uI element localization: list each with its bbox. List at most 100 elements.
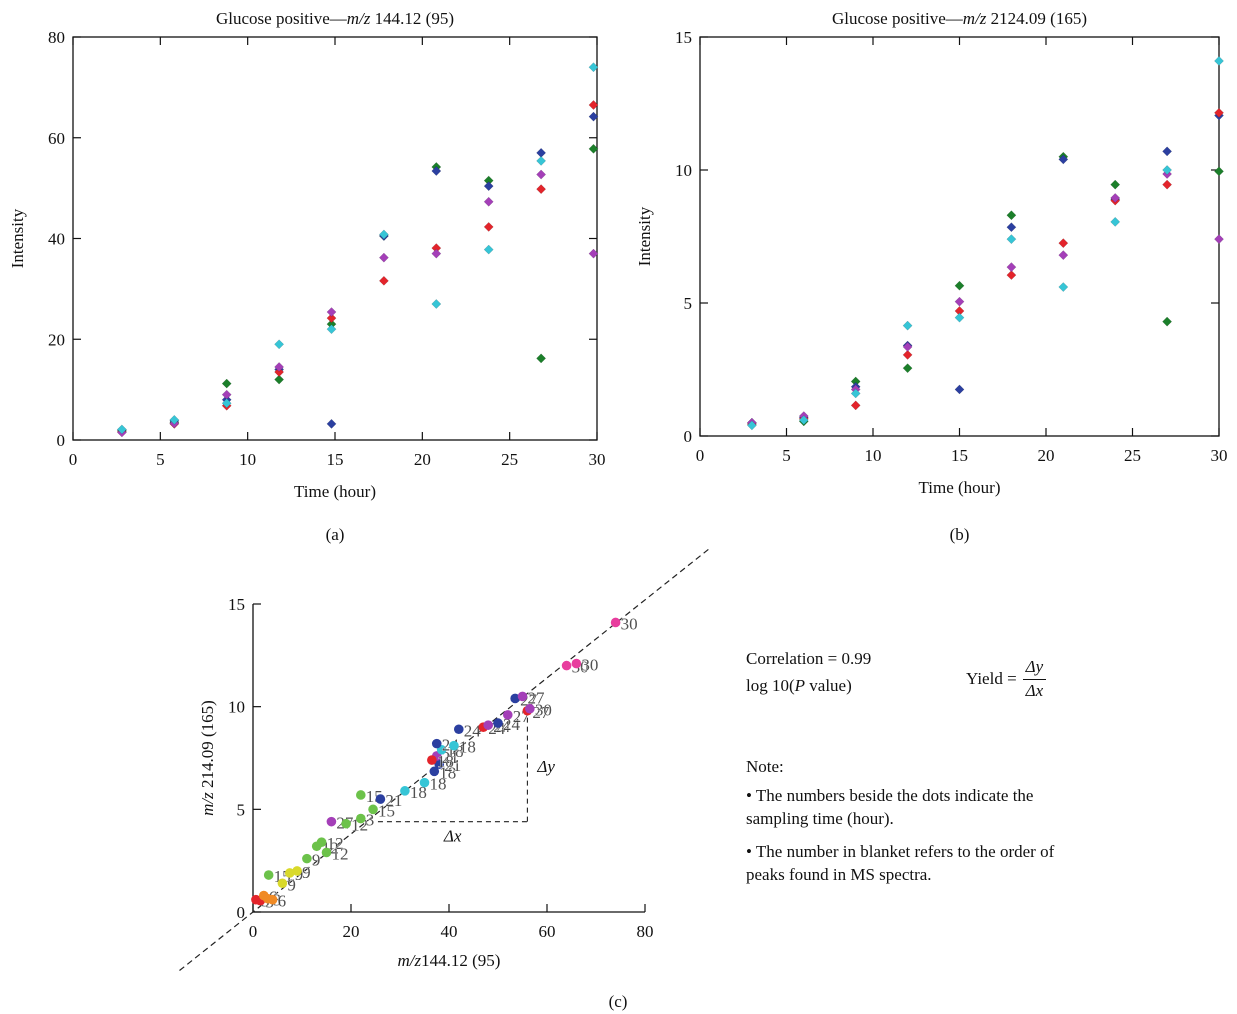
- data-point: [221, 378, 232, 389]
- data-point: [284, 868, 295, 878]
- yield-numerator: Δy: [1022, 656, 1047, 680]
- x-axis-label: m/z144.12 (95): [398, 951, 501, 970]
- x-tick-label: 25: [1124, 446, 1141, 465]
- data-point: [510, 693, 520, 704]
- x-axis-label: Time (hour): [918, 478, 1000, 497]
- data-point: [1110, 192, 1121, 203]
- note-block: Note: • The numbers beside the dots indi…: [746, 756, 1076, 887]
- data-point: [1162, 165, 1173, 175]
- chart-title: Glucose positive—m/z 2124.09 (165): [832, 9, 1087, 28]
- x-tick-label: 10: [865, 446, 882, 465]
- data-point: [277, 878, 288, 889]
- data-point: [378, 275, 389, 286]
- data-point: [1006, 234, 1017, 245]
- data-point: [1162, 316, 1173, 327]
- y-tick-label: 20: [48, 330, 65, 349]
- x-tick-label: 15: [951, 446, 968, 465]
- data-point: [483, 181, 494, 192]
- x-tick-label: 5: [782, 446, 791, 465]
- data-point: [1214, 166, 1224, 177]
- x-tick-label: 40: [441, 922, 458, 941]
- point-label: 21: [442, 748, 459, 767]
- point-label: 21: [385, 791, 402, 810]
- data-point: [267, 894, 278, 905]
- data-point: [1058, 250, 1069, 261]
- data-point: [902, 363, 913, 374]
- y-tick-label: 0: [57, 431, 66, 450]
- data-point: [503, 710, 513, 720]
- data-point: [517, 691, 528, 702]
- y-tick-label: 60: [48, 129, 65, 148]
- point-label: 18: [430, 775, 447, 794]
- data-point: [1214, 107, 1224, 118]
- data-point: [588, 248, 599, 259]
- data-point: [610, 617, 621, 628]
- data-point: [588, 111, 599, 122]
- x-tick-label: 0: [69, 450, 78, 469]
- yield-denominator: Δx: [1025, 680, 1044, 700]
- yield-fraction: Δy Δx: [1022, 656, 1047, 703]
- data-point: [746, 420, 757, 431]
- data-point: [1006, 270, 1017, 281]
- plot-frame: [699, 36, 1220, 437]
- panel-label: (a): [326, 525, 345, 544]
- data-point: [1110, 216, 1121, 227]
- y-tick-label: 15: [228, 595, 245, 614]
- data-point: [483, 221, 494, 232]
- data-point: [954, 296, 965, 307]
- data-point: [571, 658, 582, 669]
- panel-c: 020406080051015ΔxΔy336361599991212122712…: [179, 548, 710, 1011]
- point-label: 9: [287, 875, 296, 894]
- data-point: [375, 794, 386, 804]
- y-tick-label: 80: [48, 28, 65, 47]
- data-point: [400, 786, 410, 796]
- data-point: [449, 740, 459, 751]
- data-point: [1162, 179, 1173, 190]
- x-tick-label: 0: [696, 446, 705, 465]
- data-point: [454, 724, 464, 735]
- panel-a: 0 5 10 15 20 25 30 0 20 40 60 80 Glucose positive—m/…: [8, 9, 606, 544]
- yield-label: Yield =: [966, 668, 1017, 688]
- x-tick-label: 25: [501, 450, 518, 469]
- data-point: [431, 248, 442, 259]
- point-label: 3: [366, 811, 375, 830]
- data-point: [954, 280, 965, 291]
- panel-b: 0 5 10 15 20 25 30 0 5 10 15 Glucose positive—m/z 2…: [635, 9, 1228, 544]
- x-tick-label: 30: [589, 450, 606, 469]
- data-point: [536, 169, 547, 180]
- point-label: 30: [535, 701, 552, 720]
- data-point: [326, 816, 337, 827]
- data-point: [525, 703, 535, 714]
- data-point: [326, 418, 337, 429]
- y-tick-label: 15: [675, 28, 692, 47]
- data-point: [434, 759, 445, 769]
- point-label: 9: [312, 851, 321, 870]
- data-point: [316, 837, 327, 847]
- data-point: [169, 414, 180, 425]
- point-label: 6: [278, 892, 287, 911]
- delta-x-label: Δx: [443, 827, 462, 846]
- data-point: [1006, 210, 1017, 221]
- data-point: [431, 299, 442, 309]
- data-point: [1110, 179, 1121, 190]
- data-point: [561, 660, 572, 671]
- data-point: [302, 853, 312, 864]
- data-point: [1058, 282, 1069, 292]
- x-tick-label: 80: [637, 922, 654, 941]
- data-point: [326, 313, 337, 324]
- data-point: [321, 847, 332, 858]
- point-label: 21: [444, 756, 461, 775]
- data-point: [1058, 238, 1069, 249]
- data-point: [902, 320, 913, 331]
- data-point: [221, 389, 232, 400]
- data-point: [483, 196, 494, 207]
- data-point: [274, 367, 285, 377]
- data-point: [1058, 154, 1069, 165]
- data-point: [850, 400, 861, 411]
- y-tick-label: 5: [684, 294, 693, 313]
- point-label: 30: [621, 614, 638, 633]
- data-point: [954, 384, 965, 395]
- y-tick-label: 40: [48, 230, 65, 249]
- yield-formula: Yield = Δy Δx: [966, 656, 1047, 703]
- data-point: [116, 424, 127, 435]
